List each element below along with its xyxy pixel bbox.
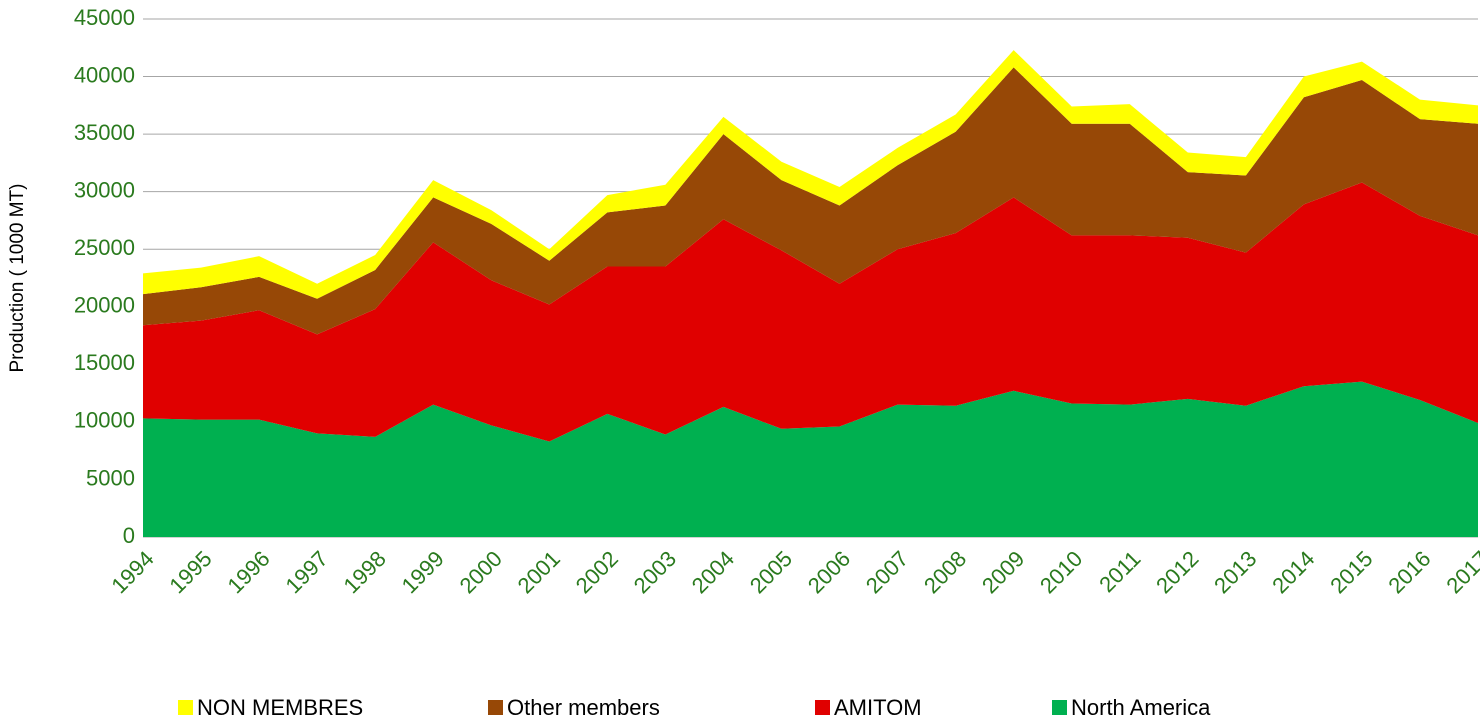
x-tick-label: 2008 (919, 546, 971, 598)
area (143, 182, 1478, 442)
x-tick-label: 2004 (687, 546, 739, 598)
x-tick-label: 2014 (1267, 546, 1319, 598)
legend-swatch (178, 700, 193, 715)
x-tick-label: 2017 (1441, 546, 1480, 598)
legend-label: Other members (507, 695, 660, 720)
x-tick-label: 2000 (455, 546, 507, 598)
x-tick-label: 1997 (280, 546, 332, 598)
x-tick-label: 2015 (1325, 546, 1377, 598)
legend-label: North America (1071, 695, 1211, 720)
x-tick-label: 2009 (977, 546, 1029, 598)
y-axis-title: Production ( 1000 MT) (7, 183, 28, 372)
y-tick-label: 20000 (74, 293, 135, 318)
x-tick-label: 1994 (106, 546, 158, 598)
x-tick-label: 1998 (339, 546, 391, 598)
legend-label: AMITOM (834, 695, 922, 720)
y-tick-label: 0 (123, 523, 135, 548)
y-tick-label: 25000 (74, 235, 135, 260)
x-tick-label: 2010 (1035, 546, 1087, 598)
area (143, 381, 1478, 537)
x-tick-label: 2002 (571, 546, 623, 598)
y-tick-label: 30000 (74, 177, 135, 202)
legend-label: NON MEMBRES (197, 695, 363, 720)
x-tick-label: 2005 (745, 546, 797, 598)
y-tick-label: 15000 (74, 350, 135, 375)
y-tick-label: 40000 (74, 62, 135, 87)
x-tick-label: 2006 (803, 546, 855, 598)
x-tick-label: 1995 (164, 546, 216, 598)
x-tick-label: 2003 (629, 546, 681, 598)
y-tick-label: 5000 (86, 465, 135, 490)
legend-swatch (488, 700, 503, 715)
y-tick-label: 45000 (74, 5, 135, 30)
x-tick-label: 2012 (1151, 546, 1203, 598)
area (143, 50, 1478, 299)
x-tick-label: 2011 (1094, 546, 1145, 597)
y-tick-label: 35000 (74, 120, 135, 145)
legend-swatch (1052, 700, 1067, 715)
x-tick-label: 1999 (397, 546, 449, 598)
x-tick-label: 2013 (1209, 546, 1261, 598)
y-tick-label: 10000 (74, 408, 135, 433)
x-tick-label: 1996 (222, 546, 274, 598)
x-tick-label: 2016 (1383, 546, 1435, 598)
x-tick-label: 2007 (861, 546, 913, 598)
legend-swatch (815, 700, 830, 715)
area (143, 67, 1478, 335)
x-tick-label: 2001 (513, 546, 565, 598)
